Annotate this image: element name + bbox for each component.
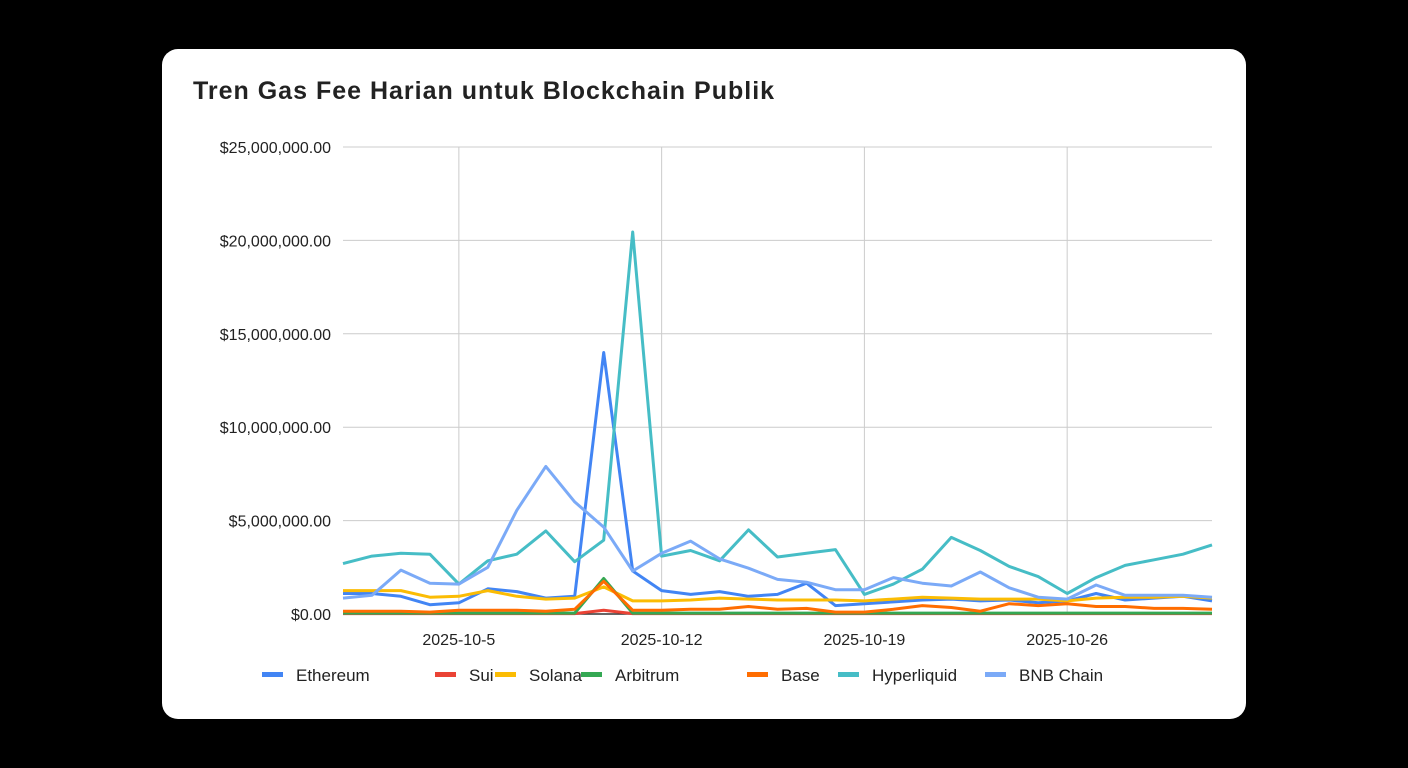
legend-label: BNB Chain — [1019, 666, 1103, 685]
line-chart: $0.00 $5,000,000.00 $10,000,000.00 $15,000,… — [220, 140, 1213, 685]
series-line-arbitrum — [343, 577, 1212, 615]
legend-label: Arbitrum — [615, 666, 679, 685]
y-tick-label: $0.00 — [291, 607, 331, 624]
x-tick-label: 2025-10-12 — [621, 632, 703, 649]
series-line-base — [343, 579, 1213, 614]
x-tick-label: 2025-10-26 — [1026, 632, 1108, 649]
series-line-hyperliquid — [342, 230, 1213, 596]
y-tick-label: $25,000,000.00 — [220, 140, 331, 157]
y-tick-label: $5,000,000.00 — [229, 514, 331, 531]
legend-swatch — [747, 672, 768, 677]
chart-card: Tren Gas Fee Harian untuk Blockchain Pub… — [162, 49, 1246, 719]
x-tick-label: 2025-10-5 — [422, 632, 495, 649]
x-tick-label: 2025-10-19 — [823, 632, 905, 649]
chart-title: Tren Gas Fee Harian untuk Blockchain Pub… — [193, 77, 776, 105]
legend-swatch — [985, 672, 1006, 677]
legend-swatch — [838, 672, 859, 677]
legend-swatch — [495, 672, 516, 677]
legend-swatch — [435, 672, 456, 677]
y-tick-label: $10,000,000.00 — [220, 420, 331, 437]
series-line-ethereum — [343, 351, 1213, 608]
legend-label: Solana — [529, 666, 582, 685]
y-tick-label: $15,000,000.00 — [220, 327, 331, 344]
y-tick-label: $20,000,000.00 — [220, 233, 331, 250]
legend-label: Sui — [469, 666, 494, 685]
legend-swatch — [581, 672, 602, 677]
legend-label: Hyperliquid — [872, 666, 957, 685]
series-line-bnb-chain — [342, 464, 1213, 601]
legend-label: Ethereum — [296, 666, 370, 685]
series-line-solana — [343, 585, 1213, 603]
legend-label: Base — [781, 666, 820, 685]
legend-swatch — [262, 672, 283, 677]
